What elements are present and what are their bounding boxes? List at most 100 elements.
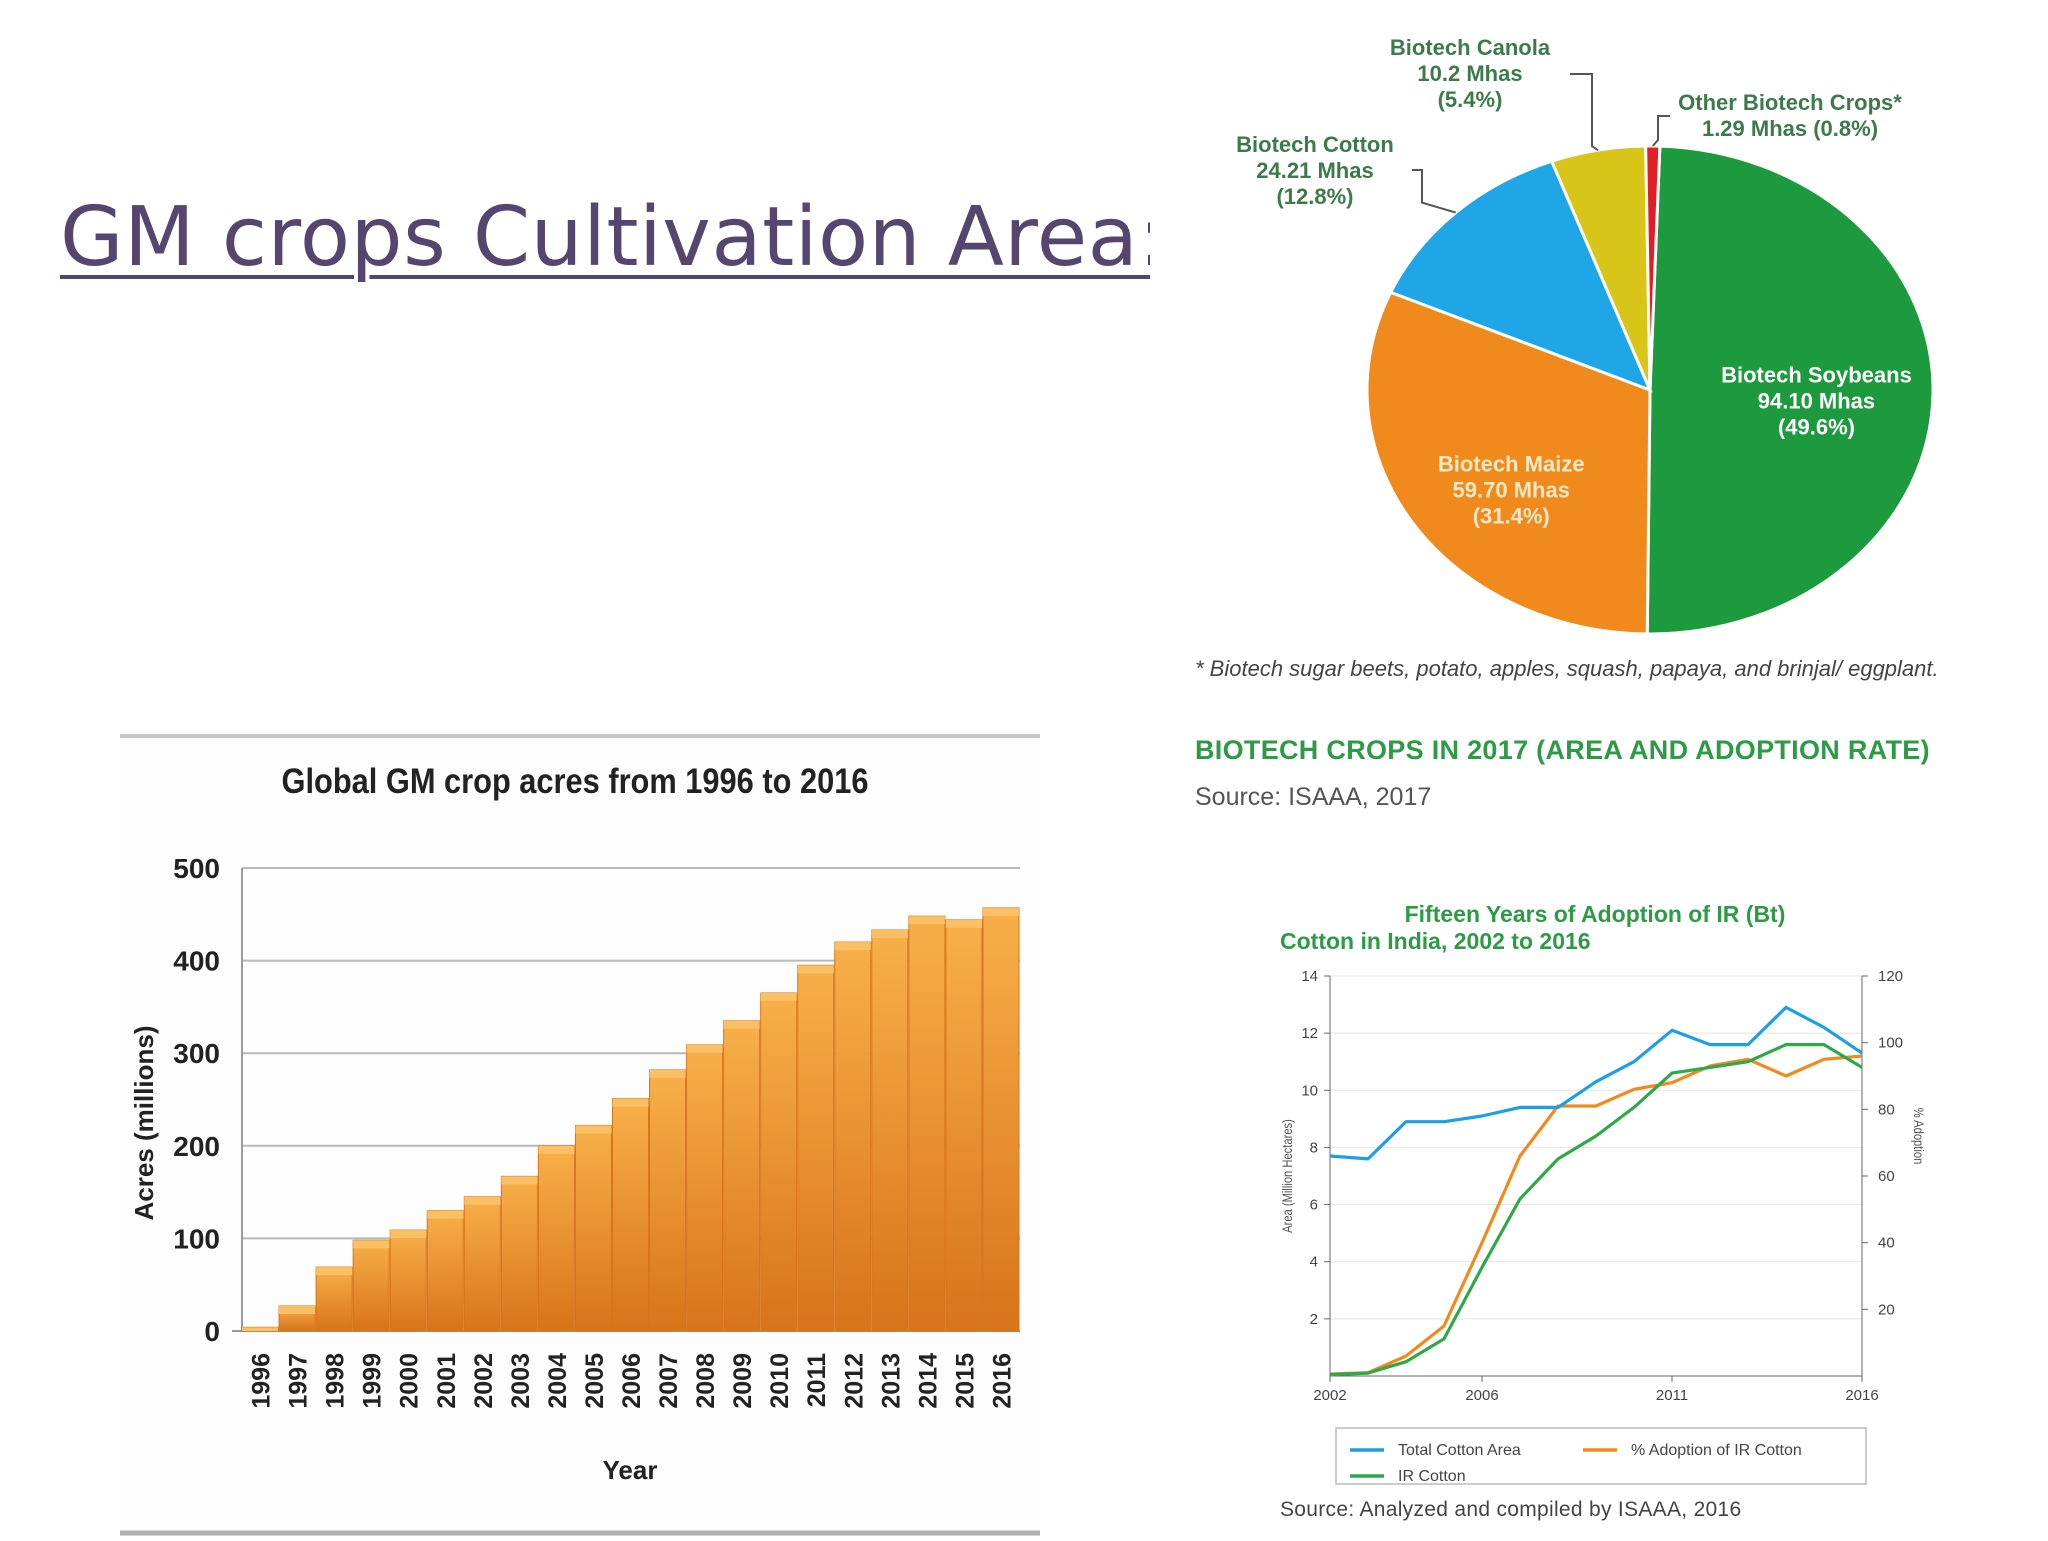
bar-x-tick-label: 2010 (766, 1353, 794, 1409)
line-y2-tick-label: 100 (1878, 1035, 1903, 1052)
bar-2016 (982, 907, 1020, 1332)
bar-x-tick-label: 2000 (396, 1353, 424, 1409)
bar-cap-2012 (834, 942, 871, 951)
bar-cap-2014 (908, 916, 945, 925)
line-y-tick-label: 2 (1310, 1311, 1318, 1328)
line-chart-title-line-2: Cotton in India, 2002 to 2016 (1280, 928, 1591, 954)
bar-2015 (945, 919, 983, 1332)
pie-label-maize: Biotech Maize (1438, 451, 1585, 476)
line-source: Source: Analyzed and compiled by ISAAA, … (1280, 1498, 1742, 1521)
slide-title: GM crops Cultivation Area: (60, 190, 1167, 285)
bar-chart: 0 100 200 300 400 500 1996 1997 1998 1999 2000 200… (120, 734, 1040, 1536)
line-chart-y-axis-label: Area (Million Hectares) (1280, 1119, 1295, 1233)
pie-label-cotton: 24.21 Mhas (1256, 158, 1373, 183)
bar-cap-2006 (612, 1098, 649, 1107)
line-x-tick-label: 2011 (1656, 1387, 1688, 1404)
pie-label-canola: 10.2 Mhas (1417, 61, 1522, 86)
bar-cap-1999 (353, 1240, 390, 1249)
pie-label-soybeans: (49.6%) (1778, 415, 1855, 440)
bar-x-tick-label: 2011 (803, 1353, 831, 1407)
line-series-total-cotton-area (1329, 1005, 1863, 1161)
bar-2012 (834, 941, 872, 1332)
line-chart-y2-axis-label: % Adoption (1911, 1108, 1926, 1165)
bar-2007 (649, 1069, 687, 1332)
bar-2010 (760, 992, 798, 1332)
line-legend-box (1335, 1427, 1867, 1485)
pie-slice-biotech-soybeans (1645, 144, 1935, 636)
pie-label-maize: 59.70 Mhas (1453, 477, 1570, 502)
bar-x-tick-label: 1996 (248, 1353, 276, 1409)
line-legend-label: IR Cotton (1398, 1468, 1466, 1485)
line-chart-panel: Fifteen Years of Adoption of IR (Bt) Cot… (1250, 880, 2048, 1536)
line-y2-tick-label: 20 (1878, 1301, 1895, 1318)
bar-x-tick-label: 2014 (914, 1353, 942, 1409)
pie-label-soybeans: Biotech Soybeans (1721, 363, 1912, 388)
line-y-tick-label: 12 (1301, 1025, 1318, 1042)
bar-cap-1997 (279, 1305, 316, 1314)
bar-x-tick-label: 2007 (655, 1353, 683, 1409)
bar-2004 (537, 1145, 575, 1332)
pie-label-canola: Biotech Canola (1390, 35, 1551, 60)
line-x-tick-label: 2006 (1465, 1387, 1498, 1404)
bar-cap-1998 (316, 1267, 353, 1276)
bar-2001 (426, 1210, 464, 1332)
bar-cap-2009 (723, 1020, 760, 1029)
line-y-tick-label: 4 (1310, 1254, 1318, 1271)
bar-2006 (611, 1098, 650, 1332)
pie-label-maize: (31.4%) (1473, 503, 1550, 528)
bar-cap-2000 (390, 1230, 427, 1239)
line-y2-tick-label: 40 (1878, 1235, 1895, 1252)
bar-x-tick-label: 2003 (507, 1353, 535, 1409)
bar-2013 (871, 929, 909, 1332)
bar-y-tick-label: 400 (173, 946, 220, 977)
pie-leader-cotton (1412, 169, 1456, 214)
bar-x-tick-label: 2013 (877, 1353, 905, 1409)
bar-2008 (686, 1044, 724, 1332)
pie-slice-biotech-maize (1365, 290, 1652, 636)
line-chart: Fifteen Years of Adoption of IR (Bt) Cot… (1280, 901, 1926, 1485)
line-y2-tick-label: 120 (1878, 968, 1903, 985)
line-series-adoption-of-ir-cotton (1329, 1054, 1863, 1376)
bar-cap-2005 (575, 1125, 612, 1134)
bar-1998 (315, 1266, 353, 1332)
bar-cap-2004 (538, 1145, 575, 1154)
pie-footnote: * Biotech sugar beets, potato, apples, s… (1195, 656, 1939, 681)
bar-chart-title: Global GM crop acres from 1996 to 2016 (282, 761, 869, 800)
bar-2002 (463, 1196, 501, 1332)
bar-y-tick-label: 100 (173, 1223, 220, 1254)
line-y-tick-label: 8 (1310, 1139, 1318, 1156)
line-y-tick-label: 10 (1301, 1082, 1318, 1099)
pie-chart-panel: Biotech Soybeans 94.10 Mhas (49.6%) Biotech… (1150, 0, 2048, 830)
pie-label-other-name: Other Biotech Crops* (1678, 90, 1902, 115)
pie-source: Source: ISAAA, 2017 (1195, 783, 1432, 811)
bar-x-tick-label: 2002 (470, 1353, 498, 1409)
bar-1999 (352, 1239, 390, 1332)
bar-x-tick-label: 2016 (988, 1353, 1016, 1409)
bar-x-tick-label: 2006 (618, 1353, 646, 1409)
bar-cap-2003 (501, 1176, 538, 1185)
bar-chart-y-axis-label: Acres (millions) (129, 1025, 159, 1220)
bar-x-tick-label: 2008 (692, 1353, 720, 1409)
pie-label-cotton: Biotech Cotton (1236, 132, 1394, 157)
bar-cap-2002 (464, 1196, 501, 1205)
line-y2-tick-label: 80 (1878, 1101, 1895, 1118)
pie-label-other-value: 1.29 Mhas (0.8%) (1702, 116, 1878, 141)
bar-x-tick-label: 2009 (729, 1353, 757, 1409)
bar-cap-2011 (797, 965, 834, 974)
pie-chart-title: BIOTECH CROPS IN 2017 (AREA AND ADOPTION… (1195, 735, 1930, 765)
bar-cap-2008 (686, 1044, 723, 1053)
line-series-ir-cotton (1329, 1043, 1863, 1377)
bar-cap-2001 (427, 1210, 464, 1219)
bar-x-tick-label: 2012 (840, 1353, 868, 1409)
bar-x-tick-label: 2015 (951, 1353, 979, 1409)
line-x-tick-label: 2002 (1313, 1387, 1346, 1404)
bar-y-tick-label: 200 (173, 1131, 220, 1162)
bar-2000 (389, 1229, 427, 1332)
bar-cap-2007 (649, 1069, 686, 1078)
bar-2011 (797, 964, 835, 1332)
bar-chart-panel: 0 100 200 300 400 500 1996 1997 1998 1999 2000 200… (120, 733, 1040, 1536)
bar-x-tick-label: 1997 (285, 1353, 313, 1409)
bar-cap-2015 (945, 919, 982, 928)
line-y-tick-label: 14 (1301, 968, 1318, 985)
line-legend-label: % Adoption of IR Cotton (1631, 1442, 1802, 1459)
